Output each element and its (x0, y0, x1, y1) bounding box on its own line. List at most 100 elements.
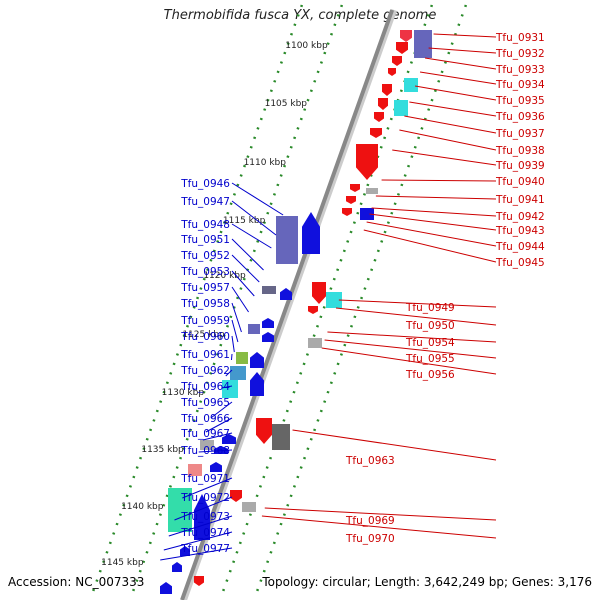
forward-gene-label: Tfu_0957 (180, 282, 230, 294)
forward-gene-label: Tfu_0964 (180, 381, 230, 393)
reverse-gene-label: Tfu_0955 (405, 353, 455, 365)
forward-gene-connector (231, 302, 242, 333)
reverse-gene-label: Tfu_0963 (345, 455, 395, 467)
forward-gene-connector (231, 238, 264, 271)
forward-gene-label: Tfu_0958 (180, 298, 230, 310)
reverse-gene-connector (264, 507, 497, 521)
gene-box (414, 30, 432, 58)
forward-gene-connector (182, 477, 233, 499)
reverse-gene-connector (261, 515, 497, 539)
gene-box (276, 216, 298, 264)
forward-gene-label: Tfu_0960 (180, 331, 230, 343)
reverse-gene-label: Tfu_0938 (495, 145, 545, 157)
forward-gene-label: Tfu_0961 (180, 349, 230, 361)
forward-gene-arrow (194, 494, 210, 540)
gene-box (366, 188, 378, 194)
reverse-gene-connector (381, 179, 497, 182)
forward-gene-label: Tfu_0953 (180, 266, 230, 278)
forward-gene-label: Tfu_0965 (180, 397, 230, 409)
reverse-gene-label: Tfu_0937 (495, 128, 545, 140)
gene-box (360, 208, 374, 220)
forward-gene-label: Tfu_0951 (180, 234, 230, 246)
forward-gene-arrow (160, 582, 172, 594)
reverse-gene-connector (404, 115, 497, 134)
reverse-gene-arrow (370, 128, 382, 138)
forward-gene-label: Tfu_0967 (180, 428, 230, 440)
forward-gene-connector (230, 353, 233, 361)
map-title: Thermobifida fusca YX, complete genome (163, 8, 437, 23)
gene-box (200, 440, 214, 450)
forward-gene-arrow (250, 352, 264, 368)
forward-gene-connector (231, 182, 284, 216)
accession-text: Accession: NC_007333 (8, 575, 145, 589)
forward-gene-arrow (214, 446, 228, 454)
forward-gene-connector (231, 223, 272, 249)
reverse-gene-label: Tfu_0931 (495, 32, 545, 44)
forward-gene-label: Tfu_0968 (180, 445, 230, 457)
gene-box (394, 100, 408, 116)
forward-gene-arrow (280, 288, 292, 300)
reverse-gene-label: Tfu_0943 (495, 225, 545, 237)
kbp-label: 1135 kbp (141, 445, 184, 455)
reverse-gene-connector (335, 307, 497, 326)
reverse-gene-label: Tfu_0969 (345, 515, 395, 527)
forward-gene-label: Tfu_0952 (180, 250, 230, 262)
reverse-gene-connector (428, 47, 497, 54)
forward-gene-connector (231, 254, 260, 283)
forward-gene-connector (210, 401, 233, 419)
kbp-label: 1145 kbp (101, 558, 144, 568)
forward-gene-arrow (250, 372, 264, 396)
reverse-gene-label: Tfu_0954 (405, 337, 455, 349)
reverse-gene-arrow (342, 208, 352, 216)
forward-gene-arrow (210, 462, 222, 472)
reverse-gene-label: Tfu_0939 (495, 160, 545, 172)
forward-gene-connector (231, 335, 235, 353)
reverse-gene-connector (375, 195, 497, 200)
reverse-gene-connector (433, 33, 497, 38)
reverse-gene-arrow (374, 112, 384, 122)
forward-gene-connector (160, 547, 233, 561)
kbp-label: 1100 kbp (285, 41, 328, 51)
forward-gene-arrow (222, 434, 236, 444)
reverse-gene-connector (366, 221, 497, 247)
reverse-gene-connector (399, 129, 497, 151)
forward-gene-connector (168, 515, 233, 537)
dotted-track-1 (130, 4, 344, 596)
forward-gene-connector (205, 417, 233, 433)
reverse-gene-connector (292, 429, 497, 461)
dotted-track-0 (90, 4, 304, 596)
forward-gene-connector (231, 319, 239, 343)
reverse-gene-connector (371, 207, 497, 217)
reverse-gene-label: Tfu_0936 (495, 111, 545, 123)
forward-gene-connector (231, 270, 255, 297)
kbp-label: 1120 kbp (203, 271, 246, 281)
dotted-track-2 (220, 4, 434, 596)
reverse-gene-arrow (396, 42, 408, 54)
forward-gene-connector (225, 369, 233, 377)
forward-gene-label: Tfu_0959 (180, 315, 230, 327)
reverse-gene-label: Tfu_0956 (405, 369, 455, 381)
reverse-gene-arrow (378, 98, 388, 110)
reverse-gene-arrow (346, 196, 356, 204)
reverse-gene-label: Tfu_0970 (345, 533, 395, 545)
forward-gene-connector (174, 496, 233, 521)
reverse-gene-arrow (312, 282, 326, 304)
reverse-gene-arrow (308, 306, 318, 314)
reverse-gene-label: Tfu_0950 (405, 320, 455, 332)
reverse-gene-arrow (356, 144, 378, 180)
forward-gene-connector (231, 286, 249, 313)
gene-box (236, 352, 248, 364)
forward-gene-arrow (180, 546, 190, 556)
forward-gene-label: Tfu_0948 (180, 219, 230, 231)
reverse-gene-connector (369, 213, 497, 231)
gene-box (308, 338, 322, 348)
reverse-gene-arrow (230, 490, 242, 502)
forward-gene-label: Tfu_0966 (180, 413, 230, 425)
reverse-gene-label: Tfu_0934 (495, 79, 545, 91)
gene-box (272, 424, 290, 450)
forward-gene-connector (198, 449, 233, 453)
reverse-gene-arrow (194, 576, 204, 586)
forward-gene-label: Tfu_0972 (180, 492, 230, 504)
forward-gene-connector (221, 385, 233, 389)
reverse-gene-label: Tfu_0940 (495, 176, 545, 188)
